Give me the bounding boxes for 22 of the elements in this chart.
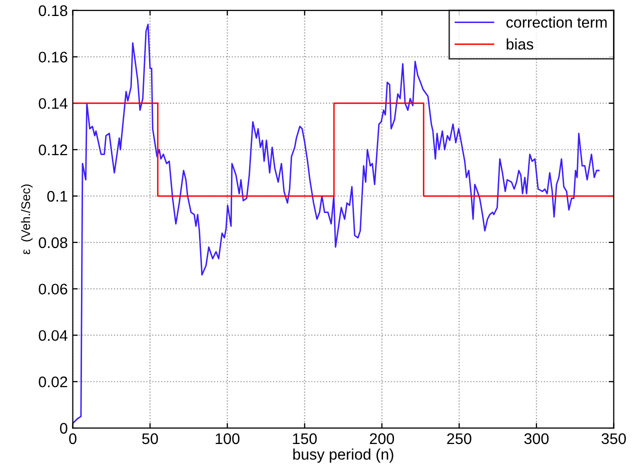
x-tick-label: 100: [216, 433, 240, 444]
x-tick-label: 200: [370, 433, 394, 444]
y-axis-title: ε (Veh./Sec): [20, 184, 33, 254]
x-tick-label: 250: [447, 433, 472, 444]
y-tick-label: 0.16: [38, 52, 68, 63]
y-tick-label: 0.04: [38, 330, 68, 341]
y-tick-label: 0.12: [38, 144, 68, 156]
y-tick-label: 0.1: [47, 190, 68, 202]
x-axis-title: busy period (n): [293, 448, 394, 463]
x-tick-label: 50: [142, 433, 158, 444]
legend-label: bias: [506, 38, 534, 50]
x-tick-label: 300: [524, 433, 549, 444]
legend-label: correction term: [506, 16, 607, 28]
y-tick-label: 0.08: [38, 237, 68, 248]
y-tick-label: 0.14: [38, 98, 68, 109]
x-tick-label: 0: [69, 433, 76, 444]
y-tick-label: 0.18: [38, 5, 68, 16]
x-tick-label: 350: [602, 433, 626, 444]
y-tick-label: 0.02: [38, 376, 68, 388]
y-tick-label: 0: [60, 422, 68, 434]
y-tick-label: 0.06: [38, 284, 68, 295]
x-tick-label: 150: [293, 433, 317, 444]
